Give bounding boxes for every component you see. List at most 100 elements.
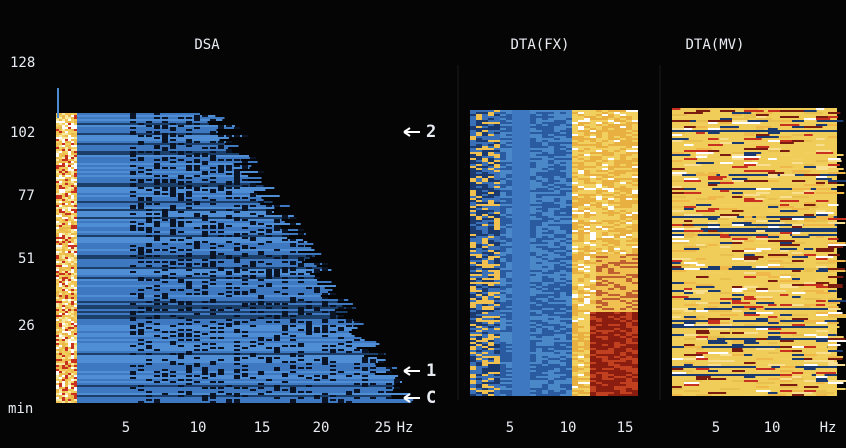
- heat-cell: [274, 387, 280, 389]
- heat-cell: [56, 249, 59, 251]
- heat-cell: [518, 278, 524, 280]
- heat-cell: [518, 196, 524, 198]
- heat-cell: [536, 190, 542, 192]
- heat-cell: [530, 244, 536, 246]
- heat-cell: [590, 278, 596, 280]
- heat-cell: [482, 118, 488, 120]
- heat-cell: [68, 385, 71, 387]
- heat-cell: [560, 194, 566, 196]
- heat-cell: [626, 112, 632, 114]
- heat-cell: [524, 132, 530, 134]
- heat-cell: [194, 245, 200, 247]
- heat-cell: [626, 280, 632, 282]
- heat-cell: [178, 395, 184, 397]
- heat-cell: [470, 278, 476, 280]
- heat-cell: [626, 192, 632, 194]
- heat-cell: [578, 258, 584, 260]
- heat-cell: [68, 169, 71, 171]
- heat-cell: [70, 381, 402, 383]
- heat-cell: [620, 122, 626, 124]
- heat-cell: [68, 203, 71, 205]
- heat-cell: [470, 138, 476, 140]
- heat-cell: [506, 192, 512, 194]
- heat-cell: [614, 274, 620, 276]
- heat-cell: [274, 205, 280, 207]
- heat-cell: [632, 264, 638, 266]
- heat-cell: [614, 156, 620, 158]
- heat-cell: [614, 248, 620, 250]
- heat-cell: [162, 297, 168, 299]
- heat-cell: [370, 361, 376, 363]
- heat-cell: [494, 186, 500, 188]
- heat-cell: [572, 192, 578, 194]
- heat-cell: [578, 228, 584, 230]
- heat-cell: [614, 302, 620, 304]
- heat-cell: [146, 135, 152, 137]
- heat-cell: [346, 321, 352, 323]
- heat-cell: [506, 182, 512, 184]
- heat-cell: [62, 241, 65, 243]
- heat-cell: [500, 144, 506, 146]
- heat-cell: [512, 172, 518, 174]
- heat-cell: [620, 204, 626, 206]
- heat-cell: [530, 262, 536, 264]
- heat-cell: [626, 212, 632, 214]
- heat-cell: [266, 315, 272, 317]
- heat-cell: [632, 110, 638, 112]
- heat-cell: [74, 357, 77, 359]
- heat-cell: [59, 313, 62, 315]
- heat-cell: [170, 277, 176, 279]
- heat-cell: [590, 118, 596, 120]
- heat-cell: [59, 321, 62, 323]
- heat-cell: [548, 184, 554, 186]
- heat-cell: [548, 148, 554, 150]
- heat-cell: [56, 203, 59, 205]
- heat-cell: [65, 361, 68, 363]
- heat-cell: [578, 188, 584, 190]
- heat-cell: [70, 365, 376, 367]
- heat-cell: [138, 181, 144, 183]
- heat-cell: [290, 261, 296, 263]
- heat-cell: [482, 244, 488, 246]
- heat-cell: [322, 357, 328, 359]
- heat-cell: [608, 242, 614, 244]
- heat-cell: [512, 118, 518, 120]
- heat-cell: [572, 242, 578, 244]
- heat-cell: [234, 159, 240, 161]
- heat-cell: [584, 266, 590, 268]
- heat-cell: [476, 156, 482, 158]
- heat-cell: [524, 258, 530, 260]
- heat-cell: [154, 315, 160, 317]
- heat-cell: [560, 262, 566, 264]
- heat-cell: [482, 204, 488, 206]
- heat-cell: [482, 126, 488, 128]
- heat-cell: [62, 275, 65, 277]
- heat-cell: [512, 218, 518, 220]
- heat-cell: [512, 262, 518, 264]
- heat-cell: [560, 204, 566, 206]
- heat-cell: [632, 234, 638, 236]
- heat-cell: [596, 120, 602, 122]
- heat-cell: [68, 273, 71, 275]
- heat-cell: [560, 206, 566, 208]
- heat-cell: [620, 242, 626, 244]
- heat-cell: [482, 168, 488, 170]
- heat-cell: [614, 208, 620, 210]
- heat-cell: [632, 220, 638, 222]
- heat-cell: [560, 272, 566, 274]
- heat-cell: [71, 263, 74, 265]
- heat-cell: [68, 333, 71, 335]
- heat-cell: [548, 190, 554, 192]
- heat-cell: [578, 278, 584, 280]
- heat-cell: [226, 287, 232, 289]
- heat-cell: [572, 300, 578, 302]
- heat-cell: [65, 217, 68, 219]
- heat-cell: [632, 300, 638, 302]
- heat-cell: [59, 267, 62, 269]
- heat-cell: [506, 276, 512, 278]
- heat-cell: [65, 301, 68, 303]
- heat-cell: [71, 237, 74, 239]
- heat-cell: [138, 229, 144, 231]
- heat-cell: [512, 124, 518, 126]
- heat-cell: [476, 244, 482, 246]
